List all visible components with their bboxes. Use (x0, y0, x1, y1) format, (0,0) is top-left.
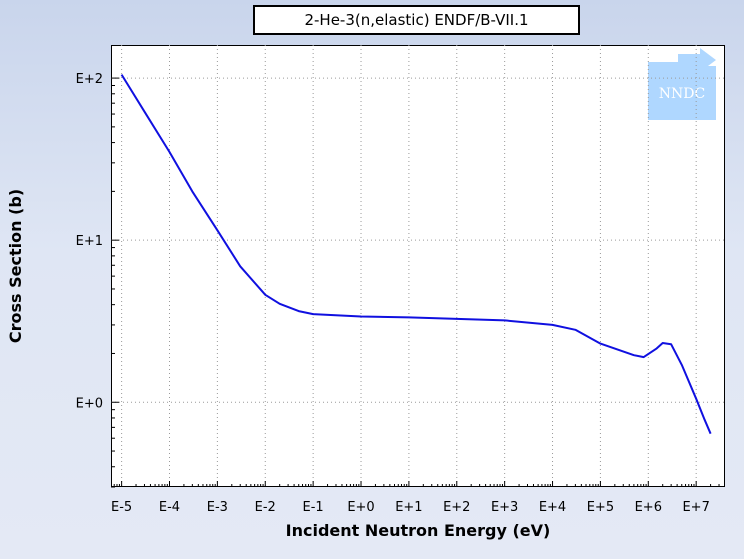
x-tick-label: E+6 (635, 500, 662, 515)
x-tick-label: E-2 (255, 500, 276, 515)
x-tick-label: E+3 (491, 500, 518, 515)
y-axis-label: Cross Section (b) (6, 189, 25, 343)
y-tick-label: E+1 (76, 234, 103, 249)
x-tick-label: E-5 (111, 500, 132, 515)
x-tick-label: E+2 (443, 500, 470, 515)
grid-lines (111, 45, 725, 487)
x-tick-label: E+1 (395, 500, 422, 515)
x-tick-label: E-1 (303, 500, 324, 515)
x-tick-label: E+0 (347, 500, 374, 515)
x-axis-label: Incident Neutron Energy (eV) (286, 521, 551, 540)
y-tick-label: E+0 (76, 396, 103, 411)
x-tick-label: E-4 (159, 500, 180, 515)
x-tick-label: E+7 (682, 500, 709, 515)
x-tick-label: E+5 (587, 500, 614, 515)
x-tick-label: E-3 (207, 500, 228, 515)
tick-labels: E-5 E-4 E-3 E-2 E-1 E+0 E+1 E+2 E+3 E+4 E+5 E+6 E+7 E… (76, 72, 710, 515)
series-line (122, 75, 711, 434)
x-tick-label: E+4 (539, 500, 566, 515)
y-tick-label: E+2 (76, 72, 103, 87)
axis-ticks (111, 78, 719, 487)
